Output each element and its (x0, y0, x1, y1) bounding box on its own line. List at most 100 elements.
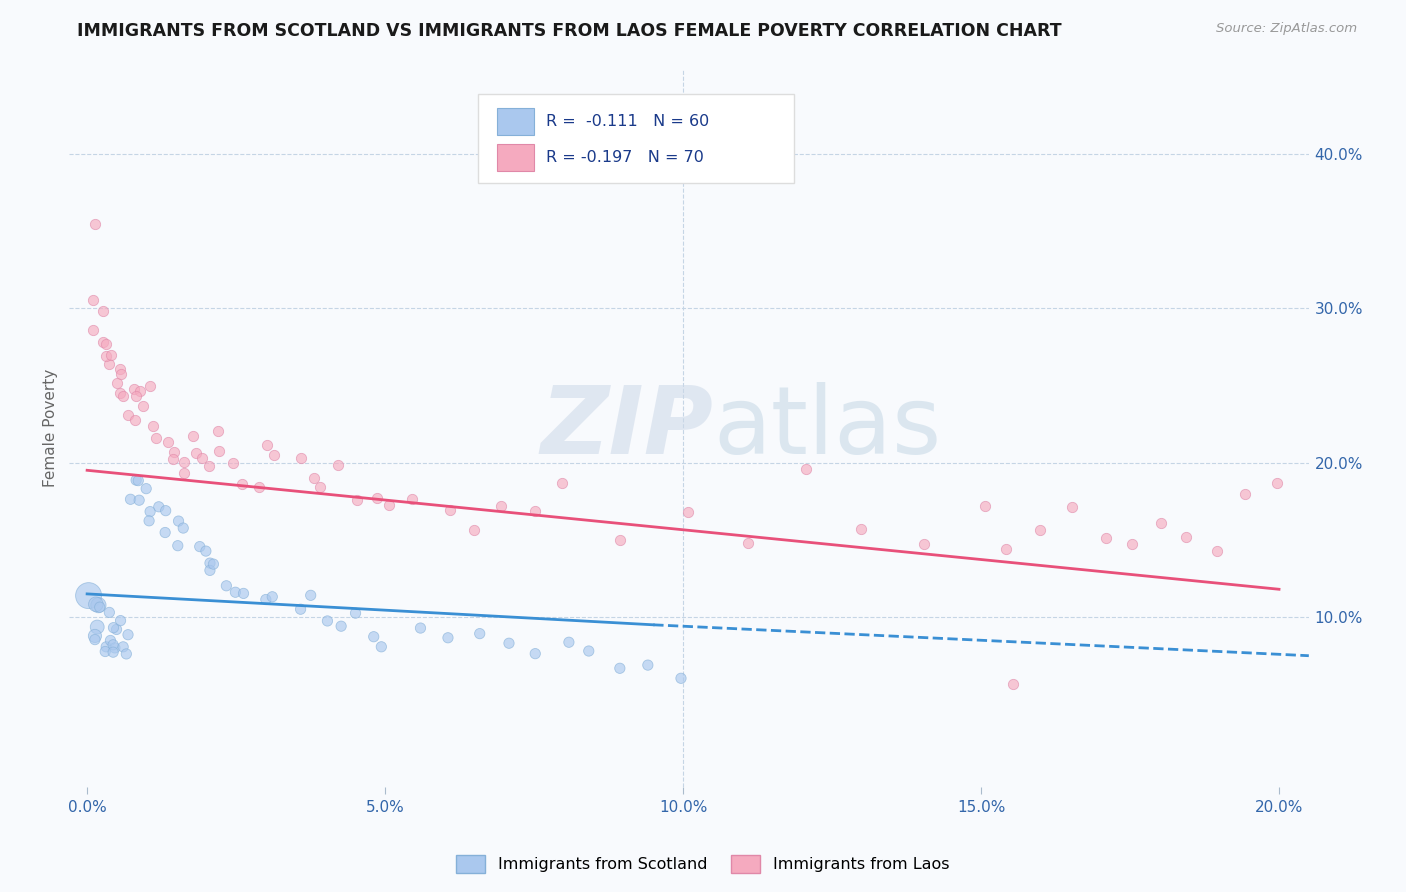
Point (1150, 516, 1173, 531)
Point (91, 303, 114, 318)
Point (104, 640, 127, 655)
Point (247, 480, 270, 494)
Point (117, 408, 139, 422)
Point (157, 435, 180, 450)
Point (558, 635, 581, 649)
Point (84, 597, 107, 611)
Point (111, 389, 134, 403)
Point (262, 590, 284, 604)
Point (344, 606, 367, 620)
Point (1234, 487, 1257, 501)
Point (101, 645, 124, 659)
Point (401, 492, 423, 507)
Text: atlas: atlas (714, 382, 942, 474)
Point (139, 505, 162, 519)
Point (108, 362, 131, 376)
FancyBboxPatch shape (478, 94, 794, 184)
Point (173, 466, 195, 480)
Point (110, 614, 132, 628)
Point (363, 630, 385, 644)
Point (346, 493, 368, 508)
Point (1002, 677, 1025, 691)
Point (103, 621, 125, 635)
Point (101, 638, 124, 652)
Point (794, 462, 817, 476)
Point (609, 533, 631, 547)
Point (676, 505, 699, 519)
Point (91, 334, 114, 349)
Point (263, 448, 285, 462)
Point (208, 443, 231, 458)
Point (609, 661, 631, 675)
Point (299, 588, 322, 602)
Point (84, 629, 107, 643)
Point (1121, 537, 1143, 551)
Point (637, 658, 659, 673)
Point (148, 500, 170, 514)
Point (215, 579, 238, 593)
Point (132, 399, 155, 413)
Point (366, 491, 388, 505)
Point (1265, 476, 1288, 491)
Point (166, 539, 188, 553)
Point (120, 492, 142, 507)
Text: R = -0.197   N = 70: R = -0.197 N = 70 (547, 150, 704, 165)
Point (183, 428, 205, 442)
Point (188, 540, 211, 554)
Point (127, 474, 149, 488)
Point (108, 385, 131, 400)
Point (491, 499, 513, 513)
Point (194, 544, 217, 558)
Text: R =  -0.111   N = 60: R = -0.111 N = 60 (547, 114, 710, 129)
Point (498, 636, 520, 650)
Point (98, 606, 121, 620)
Point (316, 614, 339, 628)
Point (309, 480, 332, 494)
Point (202, 557, 225, 571)
Point (105, 376, 128, 390)
Bar (496, 144, 534, 171)
Text: ZIP: ZIP (541, 382, 714, 474)
Point (115, 647, 138, 661)
Point (207, 424, 229, 438)
Point (86, 620, 108, 634)
Point (1095, 531, 1118, 545)
Point (849, 522, 872, 536)
Point (162, 452, 184, 467)
Point (122, 383, 145, 397)
Point (110, 367, 132, 381)
Point (974, 499, 997, 513)
Point (224, 585, 246, 599)
Point (370, 640, 392, 654)
Point (138, 514, 160, 528)
Point (100, 633, 122, 648)
Point (198, 458, 221, 473)
Point (1062, 500, 1084, 515)
Point (330, 619, 353, 633)
Point (551, 476, 574, 491)
Point (135, 482, 157, 496)
Point (1175, 530, 1198, 544)
Point (523, 504, 546, 518)
Point (129, 384, 152, 399)
Point (128, 493, 150, 508)
Point (256, 438, 278, 452)
Point (89, 600, 111, 615)
Point (254, 592, 277, 607)
Legend: Immigrants from Scotland, Immigrants from Laos: Immigrants from Scotland, Immigrants fro… (450, 848, 956, 880)
Point (117, 628, 139, 642)
Point (153, 525, 176, 540)
Point (326, 458, 349, 472)
Point (125, 473, 148, 487)
Text: Source: ZipAtlas.com: Source: ZipAtlas.com (1216, 22, 1357, 36)
Point (87, 598, 110, 612)
Point (1206, 543, 1229, 558)
Point (173, 455, 195, 469)
Point (155, 503, 177, 517)
Point (231, 477, 253, 491)
Point (124, 413, 146, 427)
Point (290, 602, 312, 616)
Point (198, 556, 221, 570)
Point (167, 514, 190, 528)
Point (172, 521, 194, 535)
